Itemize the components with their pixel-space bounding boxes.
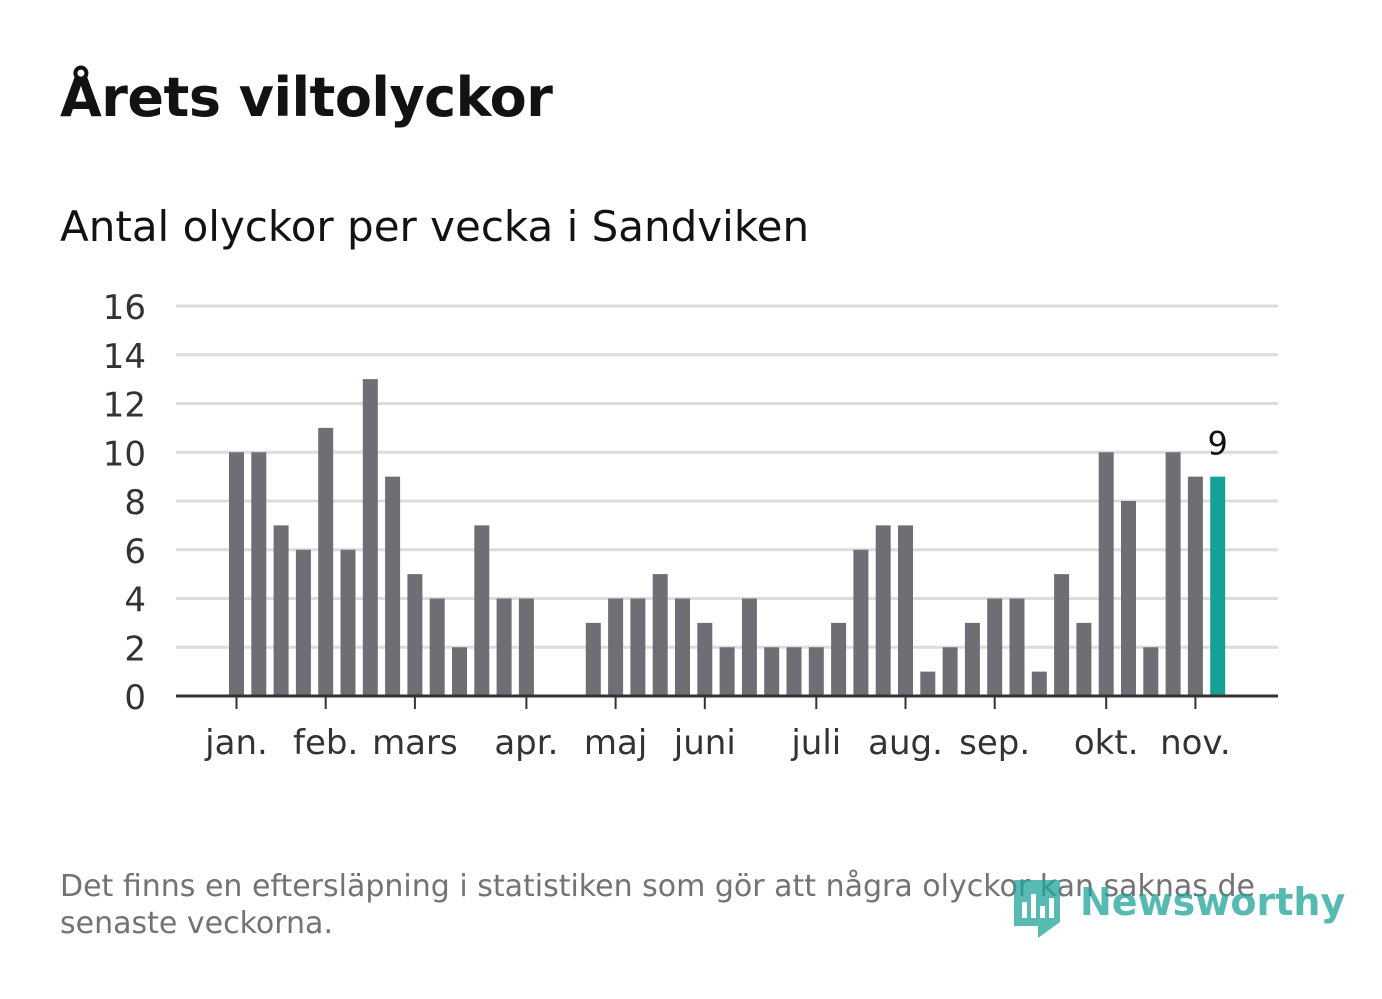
y-tick-label: 10 <box>103 434 146 474</box>
y-tick-label: 12 <box>103 386 146 426</box>
bar <box>1121 501 1136 696</box>
x-tick-label: juni <box>673 723 736 763</box>
bars <box>229 379 1226 696</box>
highlight-value-label: 9 <box>1208 425 1228 463</box>
bar <box>1054 574 1070 696</box>
bar <box>920 671 936 696</box>
y-tick-label: 8 <box>124 483 146 523</box>
bar <box>1165 452 1181 696</box>
data-labels: 9 <box>1208 425 1228 463</box>
bar <box>251 452 267 696</box>
y-tick-label: 0 <box>124 678 146 718</box>
newsworthy-logo-text: Newsworthy <box>1080 880 1346 924</box>
grid-lines <box>176 304 1278 649</box>
bar <box>474 525 490 696</box>
x-tick-label: okt. <box>1074 723 1139 763</box>
y-tick-label: 14 <box>103 337 146 377</box>
chart-subtitle: Antal olyckor per vecka i Sandviken <box>60 202 810 251</box>
bar <box>697 622 713 696</box>
bar <box>786 647 802 696</box>
x-tick-label: mars <box>372 723 458 763</box>
bar <box>429 598 445 696</box>
bar <box>630 598 646 696</box>
bar <box>764 647 780 696</box>
newsworthy-logo: Newsworthy <box>1010 876 1345 942</box>
bar <box>942 647 958 696</box>
y-tick-label: 16 <box>103 288 146 328</box>
x-tick-label: apr. <box>494 723 558 763</box>
chart-title: Årets viltolyckor <box>60 66 553 129</box>
bar <box>808 647 824 696</box>
x-tick-label: aug. <box>868 723 943 763</box>
bar <box>496 598 512 696</box>
x-tick-label: sep. <box>959 723 1030 763</box>
bar <box>898 525 913 696</box>
bar <box>964 622 980 696</box>
bar <box>1187 476 1203 696</box>
bar <box>407 574 423 696</box>
bar-highlight <box>1210 476 1226 696</box>
x-tick-label: juli <box>790 723 841 763</box>
bar <box>318 427 334 696</box>
bar <box>1009 598 1025 696</box>
bar <box>1076 622 1092 696</box>
y-tick-label: 4 <box>124 581 146 621</box>
bar <box>385 476 401 696</box>
y-tick-label: 2 <box>124 629 146 669</box>
x-axis: jan. feb. mars apr. maj juni juli aug. sep. okt. n… <box>176 694 1278 763</box>
bar <box>741 598 757 696</box>
x-tick-label: feb. <box>293 723 358 763</box>
bar <box>452 647 467 696</box>
x-tick-label: jan. <box>204 723 268 763</box>
y-axis-labels: 0 2 4 6 8 10 12 14 16 <box>103 288 146 718</box>
bar <box>585 622 601 696</box>
bar <box>831 622 847 696</box>
x-tick-label: maj <box>584 723 647 763</box>
x-tick-label: nov. <box>1160 723 1231 763</box>
bar <box>1143 647 1159 696</box>
bar <box>853 549 869 696</box>
newsworthy-logo-icon <box>1014 880 1060 938</box>
bar <box>1098 452 1114 696</box>
bar <box>518 598 534 696</box>
bar <box>362 379 378 696</box>
bar <box>675 598 690 696</box>
bar <box>875 525 891 696</box>
bar-chart: 0 2 4 6 8 10 12 14 16 jan. feb. mars apr. maj juni jul… <box>103 288 1278 763</box>
bar <box>652 574 668 696</box>
bar <box>273 525 289 696</box>
y-tick-label: 6 <box>124 532 146 572</box>
bar <box>1031 671 1047 696</box>
bar <box>608 598 624 696</box>
bar <box>719 647 735 696</box>
bar <box>229 452 244 696</box>
bar <box>987 598 1003 696</box>
bar <box>340 549 356 696</box>
bar <box>295 549 311 696</box>
